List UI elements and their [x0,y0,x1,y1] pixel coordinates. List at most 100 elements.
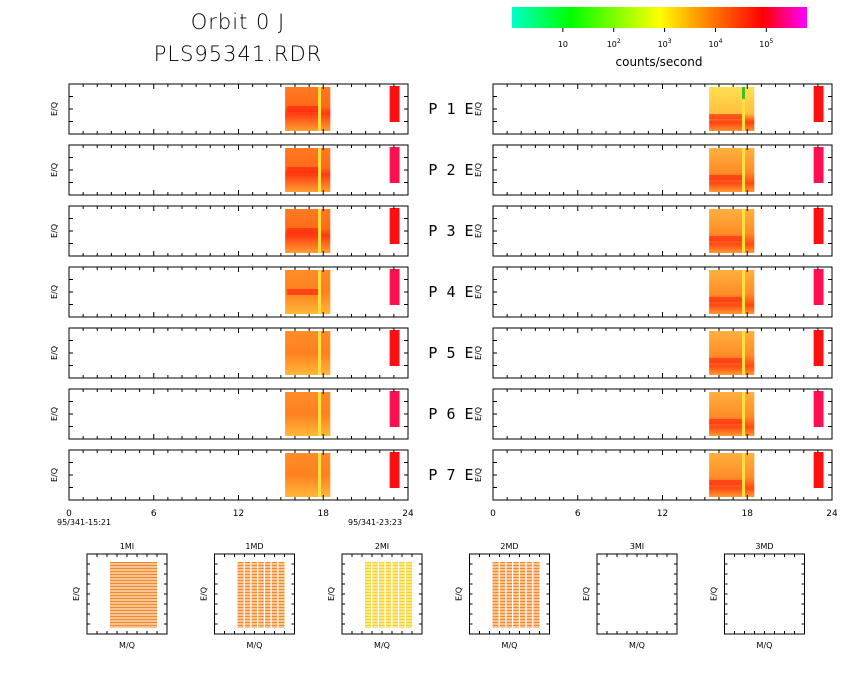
y-axis-label: E/Q [72,587,81,601]
data-block [285,392,331,436]
side-marker [813,452,824,488]
intensity-streak [287,289,322,295]
x-tick-label: 6 [575,509,581,519]
bright-stripe [742,270,746,314]
x-tick-label: 24 [826,509,838,519]
y-axis-label: E/Q [50,407,59,421]
panel-frame [68,205,409,257]
colorbar-tick-label: 104 [708,38,722,49]
figure-title-orbit: Orbit 0 J [191,10,285,34]
side-marker [813,269,824,305]
panel-frame [492,266,833,318]
panel-label: P 1 E [428,100,473,118]
spectrogram-panel: E/Q [50,266,409,318]
bright-stripe [318,331,322,375]
mass-panel-title: 1MD [245,542,263,551]
data-block [709,331,755,375]
mass-panel-title: 3MI [630,542,644,551]
x-tick-label: 12 [657,509,668,519]
intensity-streak [709,358,746,363]
mass-spectrum-panel: 1MI E/Q M/Q [72,542,168,650]
time-end-label: 95/341-23:23 [348,518,402,527]
panel-label: P 4 E [428,283,473,301]
mass-spectrum-panel: 2MD E/Q M/Q [455,542,550,650]
side-marker [389,269,400,305]
spectrogram-panel: E/Q [50,327,409,379]
figure-title-file: PLS95341.RDR [154,42,323,66]
bright-stripe [742,331,746,375]
x-tick-label: 24 [402,509,414,519]
panel-frame [68,388,409,440]
spectrogram-panel: E/Q [50,449,409,501]
panel-label: P 5 E [428,344,473,362]
y-axis-label: E/Q [200,587,209,601]
mass-spectrum-panel: 1MD E/Q M/Q [200,542,295,650]
intensity-streak [287,167,322,173]
spectrogram-panel: E/Q [50,144,409,196]
bright-stripe [318,148,322,192]
spectrogram-panel: E/Q [474,83,833,135]
x-axis-label: M/Q [374,641,390,650]
y-axis-label: E/Q [582,587,591,601]
side-marker [813,330,824,366]
data-block [285,331,331,375]
side-marker [389,86,400,122]
x-axis-label: M/Q [502,641,518,650]
spectrogram-panel: E/Q [474,327,833,379]
y-axis-label: E/Q [50,346,59,360]
mass-frame [596,553,678,635]
data-block [709,148,755,192]
mass-spectrum-panel: 3MI E/Q M/Q [582,542,678,650]
side-marker [813,86,824,122]
y-axis-label: E/Q [455,587,464,601]
panel-label: P 2 E [428,161,473,179]
bright-stripe [742,148,746,192]
spectrogram-panel: E/Q [474,266,833,318]
side-marker [389,208,400,244]
green-stripe [742,87,746,99]
panel-frame [492,205,833,257]
y-axis-label: E/Q [474,224,483,238]
colorbar-tick-label: 10 [558,40,568,49]
side-marker [813,147,824,183]
bright-stripe [318,87,322,131]
intensity-streak [287,106,322,112]
panel-frame [492,144,833,196]
bright-stripe [742,87,746,131]
y-axis-label: E/Q [474,163,483,177]
bright-stripe [318,209,322,253]
data-block [709,209,755,253]
panel-frame [68,449,409,501]
right-panel-column: E/Q E/Q E/Q E/Q E/Q E/Q E/Q [474,83,833,501]
side-marker [389,330,400,366]
colorbar-ticks: 10 102 103 104 105 [558,28,773,49]
bright-stripe [318,392,322,436]
mass-panel-title: 1MI [120,542,134,551]
colorbar-tick-label: 103 [658,38,672,49]
panel-label: P 7 E [428,466,473,484]
side-marker [813,208,824,244]
intensity-streak [709,480,746,485]
left-time-axis: 0 6 12 18 24 [66,509,414,519]
spectrogram-panel: E/Q [474,449,833,501]
x-axis-label: M/Q [247,641,263,650]
panel-labels: P 1 E P 2 E P 3 E P 4 E P 5 E P 6 E P 7 E [428,100,473,484]
intensity-streak [287,228,322,234]
y-axis-label: E/Q [327,587,336,601]
y-axis-label: E/Q [474,346,483,360]
colorbar-label: counts/second [616,55,703,69]
y-axis-label: E/Q [50,285,59,299]
spectrogram-panel: E/Q [50,205,409,257]
panel-frame [492,449,833,501]
data-block [285,453,331,497]
spectrogram-panel: E/Q [474,205,833,257]
x-axis-label: M/Q [629,641,645,650]
x-tick-label: 12 [233,509,244,519]
x-axis-label: M/Q [119,641,135,650]
mass-panel-title: 2MI [375,542,389,551]
y-axis-label: E/Q [474,102,483,116]
side-marker [389,147,400,183]
y-axis-label: E/Q [474,407,483,421]
x-tick-label: 0 [66,509,72,519]
data-block [709,392,755,436]
